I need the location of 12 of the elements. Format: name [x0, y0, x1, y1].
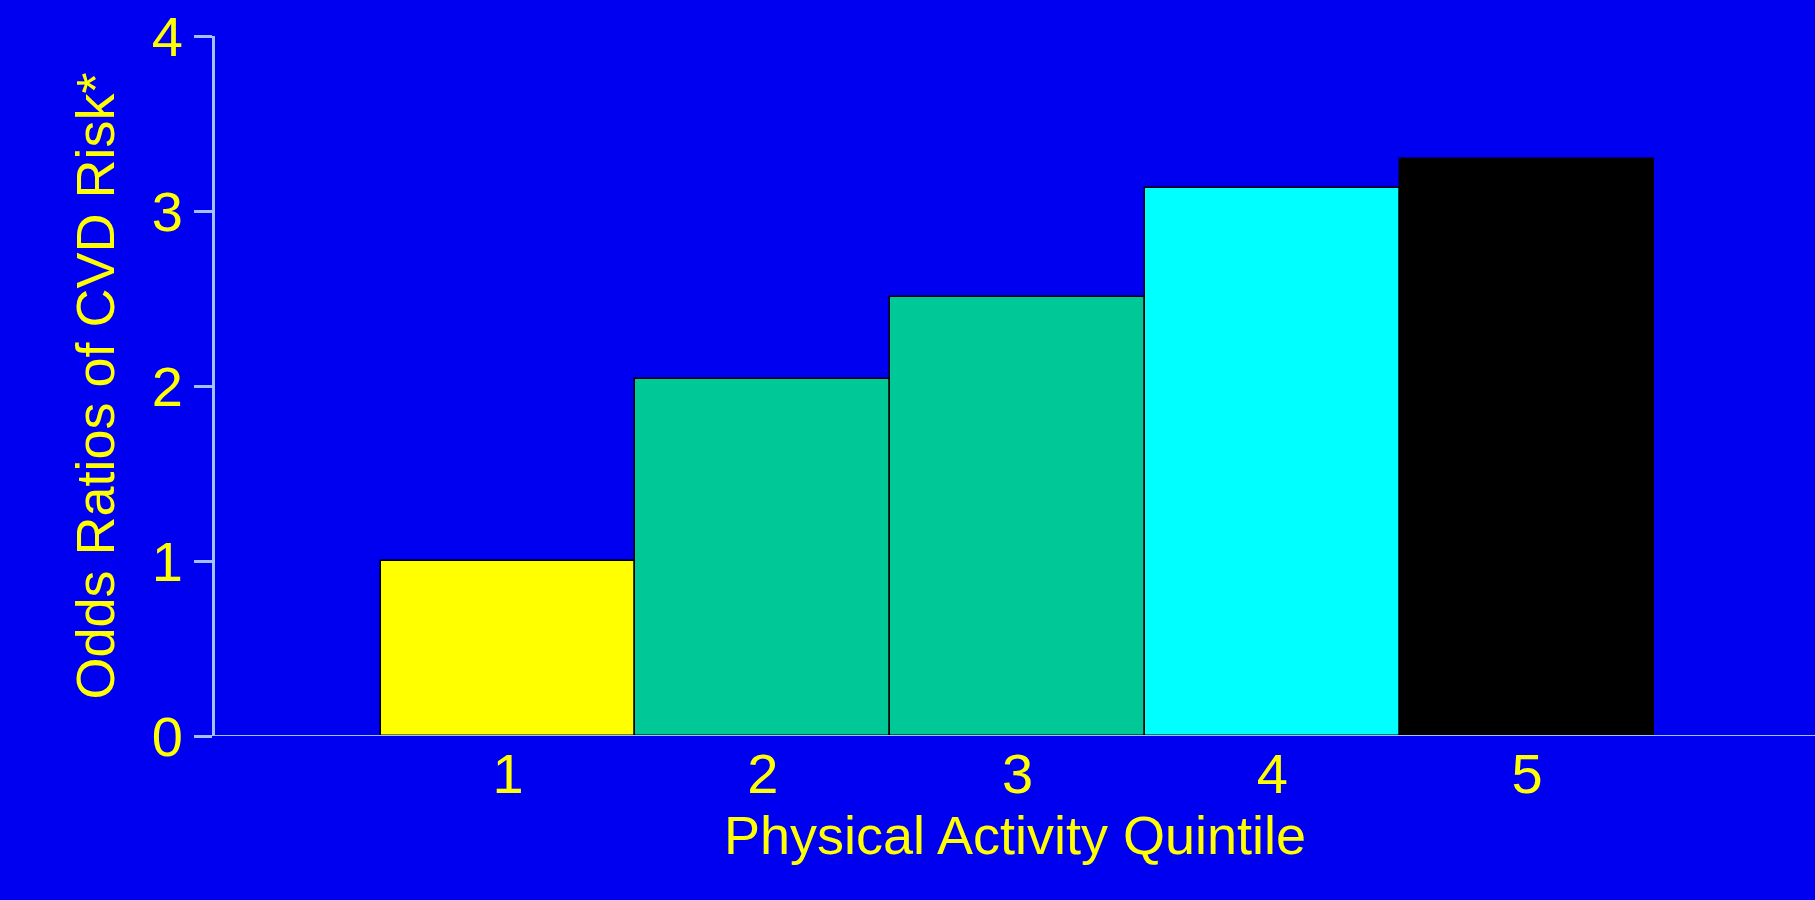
y-tick-label: 0 [151, 704, 183, 768]
x-axis-title: Physical Activity Quintile [723, 805, 1307, 865]
x-tick-label: 2 [747, 742, 779, 805]
x-tick-label: 3 [1001, 742, 1034, 805]
y-axis-title: Odds Ratios of CVD Risk* [65, 72, 126, 700]
y-tick-label: 4 [151, 4, 183, 68]
y-tick-label: 3 [151, 179, 183, 243]
y-tick-label: 2 [151, 354, 183, 418]
y-tick-label: 1 [151, 529, 183, 593]
x-tick-label: 1 [492, 742, 524, 805]
x-tick-label: 4 [1256, 742, 1288, 805]
x-tick-label: 5 [1511, 742, 1543, 805]
